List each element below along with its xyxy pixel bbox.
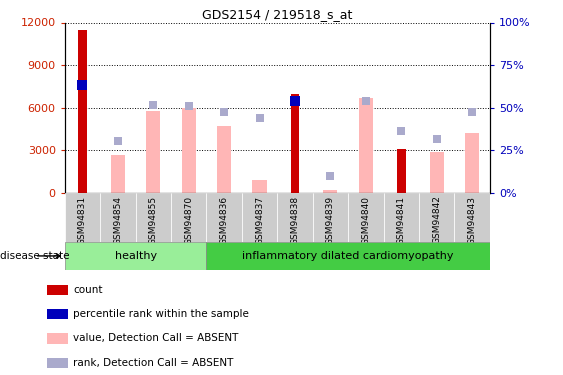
Bar xyxy=(217,126,231,193)
Point xyxy=(149,102,158,108)
Point xyxy=(397,128,406,134)
Point xyxy=(255,115,264,121)
Bar xyxy=(291,94,300,193)
Bar xyxy=(146,111,160,193)
Text: healthy: healthy xyxy=(114,251,157,261)
Bar xyxy=(312,193,348,242)
Text: GSM94870: GSM94870 xyxy=(184,196,193,245)
Text: inflammatory dilated cardiomyopathy: inflammatory dilated cardiomyopathy xyxy=(243,251,454,261)
Point xyxy=(432,136,441,142)
Title: GDS2154 / 219518_s_at: GDS2154 / 219518_s_at xyxy=(202,8,352,21)
Point xyxy=(468,109,477,115)
Text: GSM94840: GSM94840 xyxy=(361,196,370,244)
Bar xyxy=(182,108,196,193)
Bar xyxy=(111,155,125,193)
Point xyxy=(184,104,193,110)
Bar xyxy=(323,190,337,193)
Text: GSM94841: GSM94841 xyxy=(397,196,406,244)
Bar xyxy=(419,193,454,242)
Text: GSM94837: GSM94837 xyxy=(255,196,264,245)
Bar xyxy=(65,193,100,242)
Text: GSM94854: GSM94854 xyxy=(113,196,122,244)
Point xyxy=(361,98,370,104)
Bar xyxy=(242,193,277,242)
Point xyxy=(78,82,87,88)
Text: rank, Detection Call = ABSENT: rank, Detection Call = ABSENT xyxy=(73,358,234,368)
Text: GSM94839: GSM94839 xyxy=(326,196,335,245)
Bar xyxy=(359,98,373,193)
Text: GSM94831: GSM94831 xyxy=(78,196,87,245)
Text: GSM94855: GSM94855 xyxy=(149,196,158,245)
Bar xyxy=(397,149,406,193)
Bar xyxy=(100,193,136,242)
Text: GSM94836: GSM94836 xyxy=(220,196,229,245)
Bar xyxy=(47,333,68,344)
Point xyxy=(291,98,300,104)
Bar xyxy=(454,193,490,242)
Bar xyxy=(278,193,312,242)
Text: disease state: disease state xyxy=(0,251,69,261)
Bar xyxy=(136,193,171,242)
Bar xyxy=(171,193,207,242)
Bar xyxy=(383,193,419,242)
Bar xyxy=(47,358,68,368)
Point xyxy=(326,173,335,179)
Bar xyxy=(47,309,68,319)
Point xyxy=(113,138,122,144)
Bar xyxy=(47,285,68,295)
Text: count: count xyxy=(73,285,103,295)
Bar xyxy=(207,242,490,270)
Bar xyxy=(348,193,383,242)
Bar xyxy=(65,242,207,270)
Bar xyxy=(430,152,444,193)
Text: GSM94842: GSM94842 xyxy=(432,196,441,244)
Bar xyxy=(207,193,242,242)
Text: GSM94843: GSM94843 xyxy=(468,196,477,244)
Text: value, Detection Call = ABSENT: value, Detection Call = ABSENT xyxy=(73,333,239,344)
Bar xyxy=(465,134,479,193)
Text: percentile rank within the sample: percentile rank within the sample xyxy=(73,309,249,319)
Bar xyxy=(252,180,267,193)
Text: GSM94838: GSM94838 xyxy=(291,196,300,245)
Bar xyxy=(78,30,87,193)
Point xyxy=(220,109,229,115)
